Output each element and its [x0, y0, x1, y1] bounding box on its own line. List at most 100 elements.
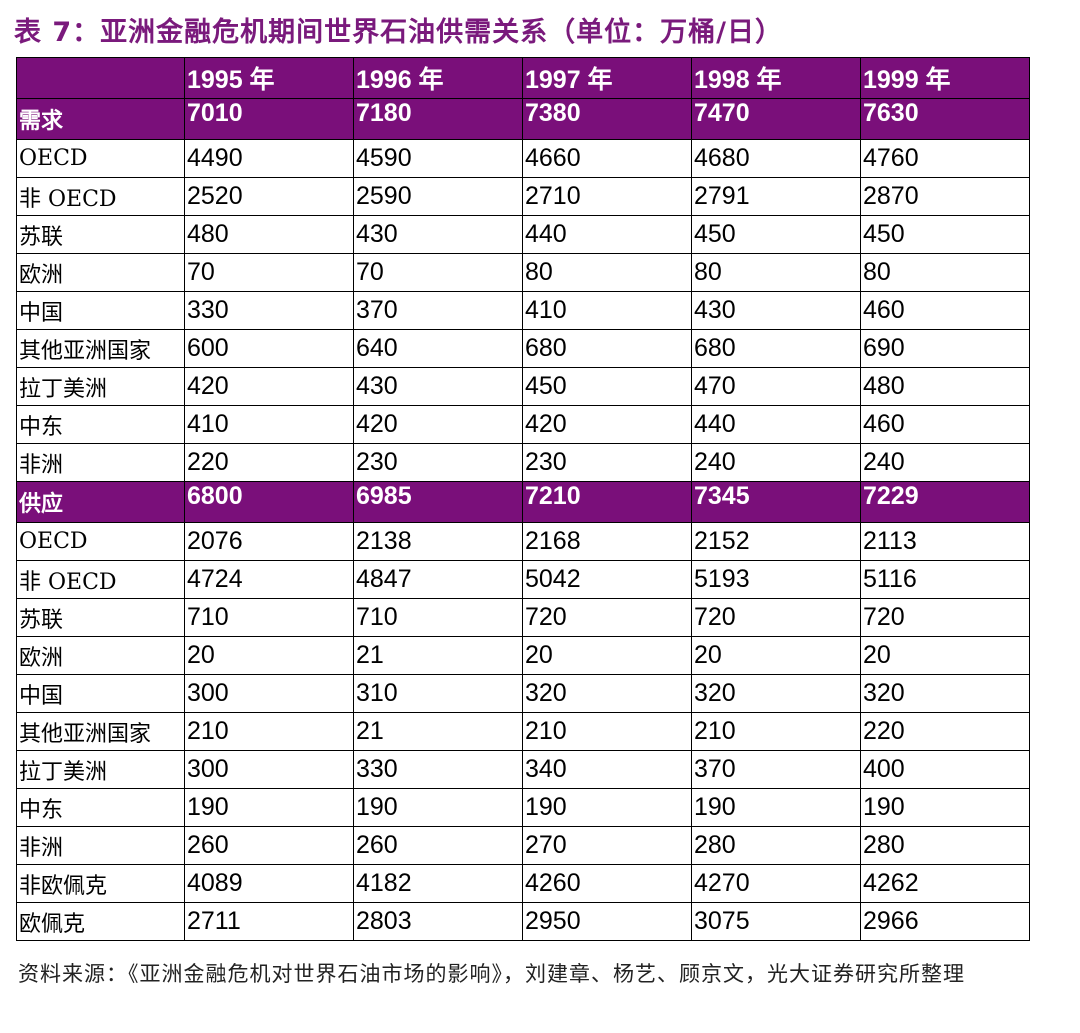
value-cell: 680: [691, 329, 861, 368]
row-label: 非欧佩克: [16, 864, 185, 903]
value-cell: 370: [353, 291, 523, 330]
year-header-cell: 1995 年: [184, 57, 354, 99]
row-label: 其他亚洲国家: [16, 712, 185, 751]
year-header-cell: 1999 年: [860, 57, 1030, 99]
value-cell: 260: [353, 826, 523, 865]
value-cell: 450: [860, 215, 1030, 254]
demand-total-row: 需求 7010 7180 7380 7470 7630: [16, 98, 1030, 140]
supply-total-cell: 7210: [522, 481, 692, 523]
value-cell: 4680: [691, 139, 861, 178]
value-cell: 210: [691, 712, 861, 751]
table-row: OECD 2076 2138 2168 2152 2113: [16, 522, 1030, 561]
table-row: 拉丁美洲 420 430 450 470 480: [16, 367, 1030, 406]
value-cell: 430: [353, 215, 523, 254]
value-cell: 430: [353, 367, 523, 406]
value-cell: 330: [353, 750, 523, 789]
value-cell: 320: [860, 674, 1030, 713]
value-cell: 4660: [522, 139, 692, 178]
value-cell: 190: [353, 788, 523, 827]
value-cell: 320: [691, 674, 861, 713]
header-row: 1995 年 1996 年 1997 年 1998 年 1999 年: [16, 57, 1030, 99]
value-cell: 320: [522, 674, 692, 713]
year-header-cell: 1997 年: [522, 57, 692, 99]
value-cell: 5042: [522, 560, 692, 599]
value-cell: 210: [184, 712, 354, 751]
value-cell: 2520: [184, 177, 354, 216]
value-cell: 4089: [184, 864, 354, 903]
value-cell: 260: [184, 826, 354, 865]
table-row: 欧洲 20 21 20 20 20: [16, 636, 1030, 675]
value-cell: 680: [522, 329, 692, 368]
value-cell: 190: [184, 788, 354, 827]
row-label: OECD: [16, 522, 185, 561]
row-label: 拉丁美洲: [16, 367, 185, 406]
row-label: 欧佩克: [16, 902, 185, 941]
value-cell: 470: [691, 367, 861, 406]
row-label: 其他亚洲国家: [16, 329, 185, 368]
value-cell: 21: [353, 712, 523, 751]
value-cell: 450: [522, 367, 692, 406]
value-cell: 2870: [860, 177, 1030, 216]
value-cell: 420: [353, 405, 523, 444]
table-row: 其他亚洲国家 600 640 680 680 690: [16, 329, 1030, 368]
value-cell: 460: [860, 291, 1030, 330]
value-cell: 720: [691, 598, 861, 637]
value-cell: 460: [860, 405, 1030, 444]
value-cell: 330: [184, 291, 354, 330]
table-row: 中国 300 310 320 320 320: [16, 674, 1030, 713]
value-cell: 410: [184, 405, 354, 444]
value-cell: 5193: [691, 560, 861, 599]
value-cell: 240: [860, 443, 1030, 482]
row-label: 中国: [16, 674, 185, 713]
value-cell: 710: [353, 598, 523, 637]
value-cell: 420: [522, 405, 692, 444]
value-cell: 400: [860, 750, 1030, 789]
table-row: 拉丁美洲 300 330 340 370 400: [16, 750, 1030, 789]
value-cell: 430: [691, 291, 861, 330]
row-label: 非洲: [16, 826, 185, 865]
value-cell: 480: [860, 367, 1030, 406]
value-cell: 600: [184, 329, 354, 368]
value-cell: 2168: [522, 522, 692, 561]
value-cell: 450: [691, 215, 861, 254]
supply-total-cell: 6985: [353, 481, 523, 523]
value-cell: 230: [353, 443, 523, 482]
value-cell: 3075: [691, 902, 861, 941]
table-row: 苏联 480 430 440 450 450: [16, 215, 1030, 254]
row-label: 欧洲: [16, 253, 185, 292]
row-label: 中国: [16, 291, 185, 330]
year-header-cell: 1998 年: [691, 57, 861, 99]
table-row: 欧佩克 2711 2803 2950 3075 2966: [16, 902, 1030, 941]
value-cell: 80: [691, 253, 861, 292]
value-cell: 70: [353, 253, 523, 292]
value-cell: 410: [522, 291, 692, 330]
row-label: 欧洲: [16, 636, 185, 675]
value-cell: 310: [353, 674, 523, 713]
demand-total-cell: 7380: [522, 98, 692, 140]
value-cell: 270: [522, 826, 692, 865]
value-cell: 2113: [860, 522, 1030, 561]
header-corner-cell: [16, 57, 185, 99]
row-label: 拉丁美洲: [16, 750, 185, 789]
supply-total-cell: 7345: [691, 481, 861, 523]
demand-total-cell: 7180: [353, 98, 523, 140]
value-cell: 2966: [860, 902, 1030, 941]
supply-label: 供应: [16, 481, 185, 523]
year-header-cell: 1996 年: [353, 57, 523, 99]
value-cell: 4490: [184, 139, 354, 178]
value-cell: 5116: [860, 560, 1030, 599]
demand-total-cell: 7470: [691, 98, 861, 140]
demand-total-cell: 7630: [860, 98, 1030, 140]
supply-total-cell: 6800: [184, 481, 354, 523]
value-cell: 70: [184, 253, 354, 292]
value-cell: 300: [184, 674, 354, 713]
value-cell: 20: [860, 636, 1030, 675]
table-row: 非洲 260 260 270 280 280: [16, 826, 1030, 865]
value-cell: 4724: [184, 560, 354, 599]
value-cell: 220: [860, 712, 1030, 751]
value-cell: 21: [353, 636, 523, 675]
value-cell: 710: [184, 598, 354, 637]
value-cell: 480: [184, 215, 354, 254]
demand-total-cell: 7010: [184, 98, 354, 140]
demand-label: 需求: [16, 98, 185, 140]
